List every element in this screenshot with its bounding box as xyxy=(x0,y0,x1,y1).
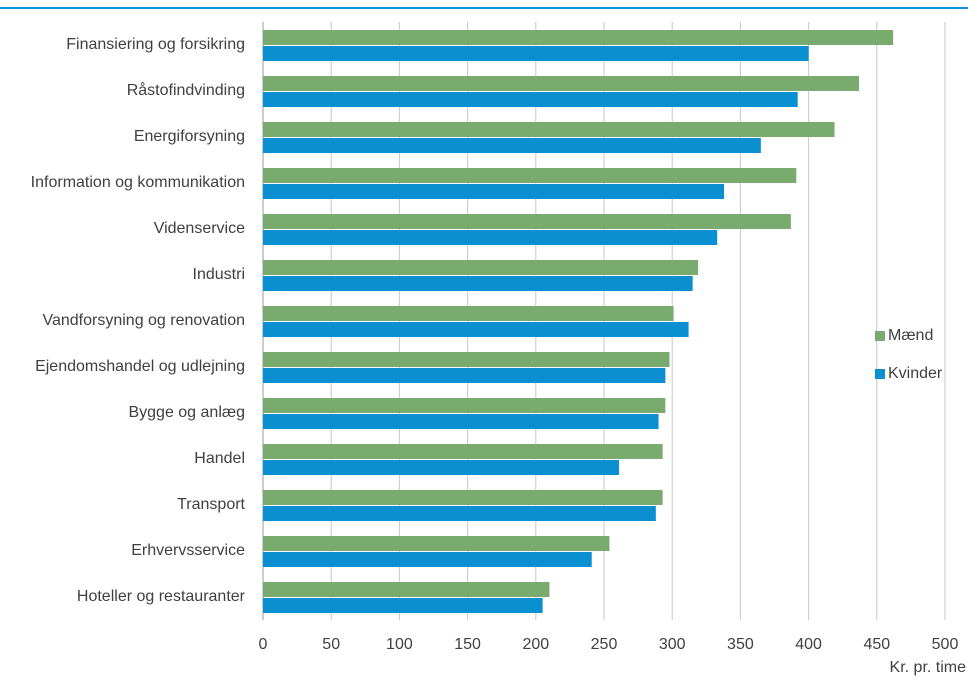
x-tick-label: 100 xyxy=(386,636,413,653)
x-tick-label: 500 xyxy=(932,636,959,653)
y-tick-label: Information og kommunikation xyxy=(31,174,245,191)
y-tick-label: Transport xyxy=(177,496,245,513)
bar xyxy=(263,30,894,45)
x-tick-label: 450 xyxy=(863,636,890,653)
legend-swatch xyxy=(875,331,885,341)
bar xyxy=(263,122,835,137)
x-tick-label: 50 xyxy=(322,636,340,653)
bar xyxy=(263,582,550,597)
bar xyxy=(263,506,656,521)
bar xyxy=(263,76,860,91)
bar xyxy=(263,598,543,613)
y-tick-label: Erhvervsservice xyxy=(131,542,245,559)
legend-label: Kvinder xyxy=(888,365,943,382)
x-tick-label: 150 xyxy=(454,636,481,653)
bar xyxy=(263,536,610,551)
y-tick-label: Energiforsyning xyxy=(134,128,245,145)
bar xyxy=(263,214,791,229)
y-tick-label: Videnservice xyxy=(154,220,245,237)
bar xyxy=(263,490,663,505)
x-tick-label: 350 xyxy=(727,636,754,653)
bar xyxy=(263,322,689,337)
y-tick-label: Bygge og anlæg xyxy=(128,404,245,421)
bar xyxy=(263,184,725,199)
bar xyxy=(263,368,666,383)
bar xyxy=(263,352,670,367)
bar xyxy=(263,398,666,413)
bar xyxy=(263,444,663,459)
bar xyxy=(263,168,797,183)
bar xyxy=(263,306,674,321)
y-tick-label: Finansiering og forsikring xyxy=(66,36,245,53)
bar xyxy=(263,552,592,567)
bar xyxy=(263,92,798,107)
bar xyxy=(263,414,659,429)
x-axis-label: Kr. pr. time xyxy=(890,659,967,676)
legend-swatch xyxy=(875,369,885,379)
bar xyxy=(263,276,693,291)
bar xyxy=(263,460,620,475)
y-tick-label: Industri xyxy=(193,266,245,283)
bar xyxy=(263,230,718,245)
y-tick-label: Vandforsyning og renovation xyxy=(42,312,245,329)
x-tick-label: 200 xyxy=(522,636,549,653)
y-tick-label: Råstofindvinding xyxy=(127,81,245,99)
bar xyxy=(263,46,809,61)
y-tick-label: Handel xyxy=(194,450,245,467)
x-tick-label: 300 xyxy=(659,636,686,653)
legend-label: Mænd xyxy=(888,327,933,344)
x-tick-label: 0 xyxy=(259,636,268,653)
x-tick-label: 250 xyxy=(591,636,618,653)
y-tick-label: Hoteller og restauranter xyxy=(77,588,246,605)
bar xyxy=(263,260,699,275)
y-tick-label: Ejendomshandel og udlejning xyxy=(35,358,245,375)
bar xyxy=(263,138,761,153)
x-tick-label: 400 xyxy=(795,636,822,653)
